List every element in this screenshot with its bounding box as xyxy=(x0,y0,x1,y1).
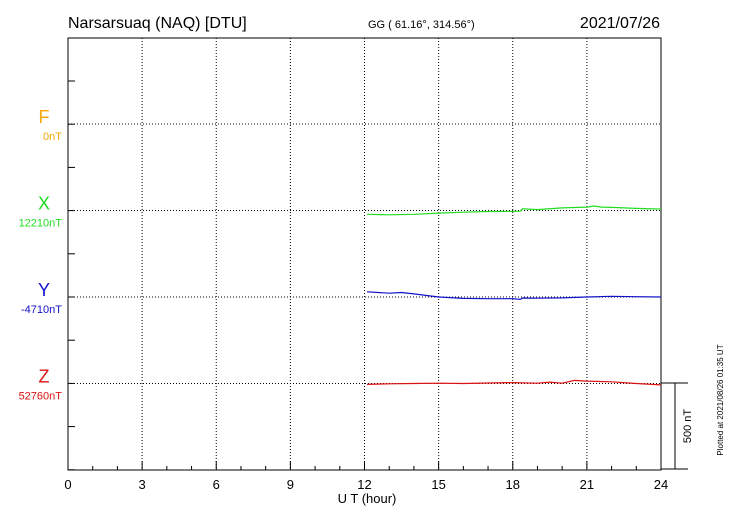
series-name-f: F xyxy=(39,107,50,127)
series-baseline-z: 52760nT xyxy=(19,391,63,403)
x-tick-label: 0 xyxy=(64,477,71,492)
x-tick-labels: 0 3 6 9 12 15 18 21 24 xyxy=(64,477,668,492)
series-baseline-f: 0nT xyxy=(43,131,62,143)
axis-ticks xyxy=(67,80,662,471)
x-axis-label: U T (hour) xyxy=(338,491,397,506)
plotted-at-label: Plotted at 2021/08/26 01:35 UT xyxy=(716,344,725,455)
x-tick-label: 15 xyxy=(431,477,445,492)
x-tick-label: 24 xyxy=(654,477,668,492)
x-tick-label: 6 xyxy=(213,477,220,492)
series-labels: F 0nT X 12210nT Y -4710nT Z 52760nT xyxy=(19,107,63,403)
coordinates-label: GG ( 61.16°, 314.56°) xyxy=(368,19,475,31)
x-tick-label: 12 xyxy=(357,477,371,492)
series-name-y: Y xyxy=(38,280,50,300)
x-tick-label: 18 xyxy=(506,477,520,492)
x-tick-label: 21 xyxy=(580,477,594,492)
station-title: Narsarsuaq (NAQ) [DTU] xyxy=(68,15,247,32)
series-baseline-x: 12210nT xyxy=(19,218,63,230)
scale-bar-label: 500 nT xyxy=(682,409,694,444)
series-name-z: Z xyxy=(39,367,50,387)
series-name-x: X xyxy=(38,194,50,214)
series-baseline-y: -4710nT xyxy=(21,304,62,316)
series-line-x xyxy=(366,205,662,216)
date-label: 2021/07/26 xyxy=(580,15,660,32)
grid-lines xyxy=(68,38,661,470)
x-tick-label: 9 xyxy=(287,477,294,492)
x-tick-label: 3 xyxy=(139,477,146,492)
series-lines xyxy=(366,205,662,386)
series-line-z xyxy=(366,379,662,386)
series-line-y xyxy=(366,291,662,301)
scale-bar: 500 nT xyxy=(661,382,694,470)
